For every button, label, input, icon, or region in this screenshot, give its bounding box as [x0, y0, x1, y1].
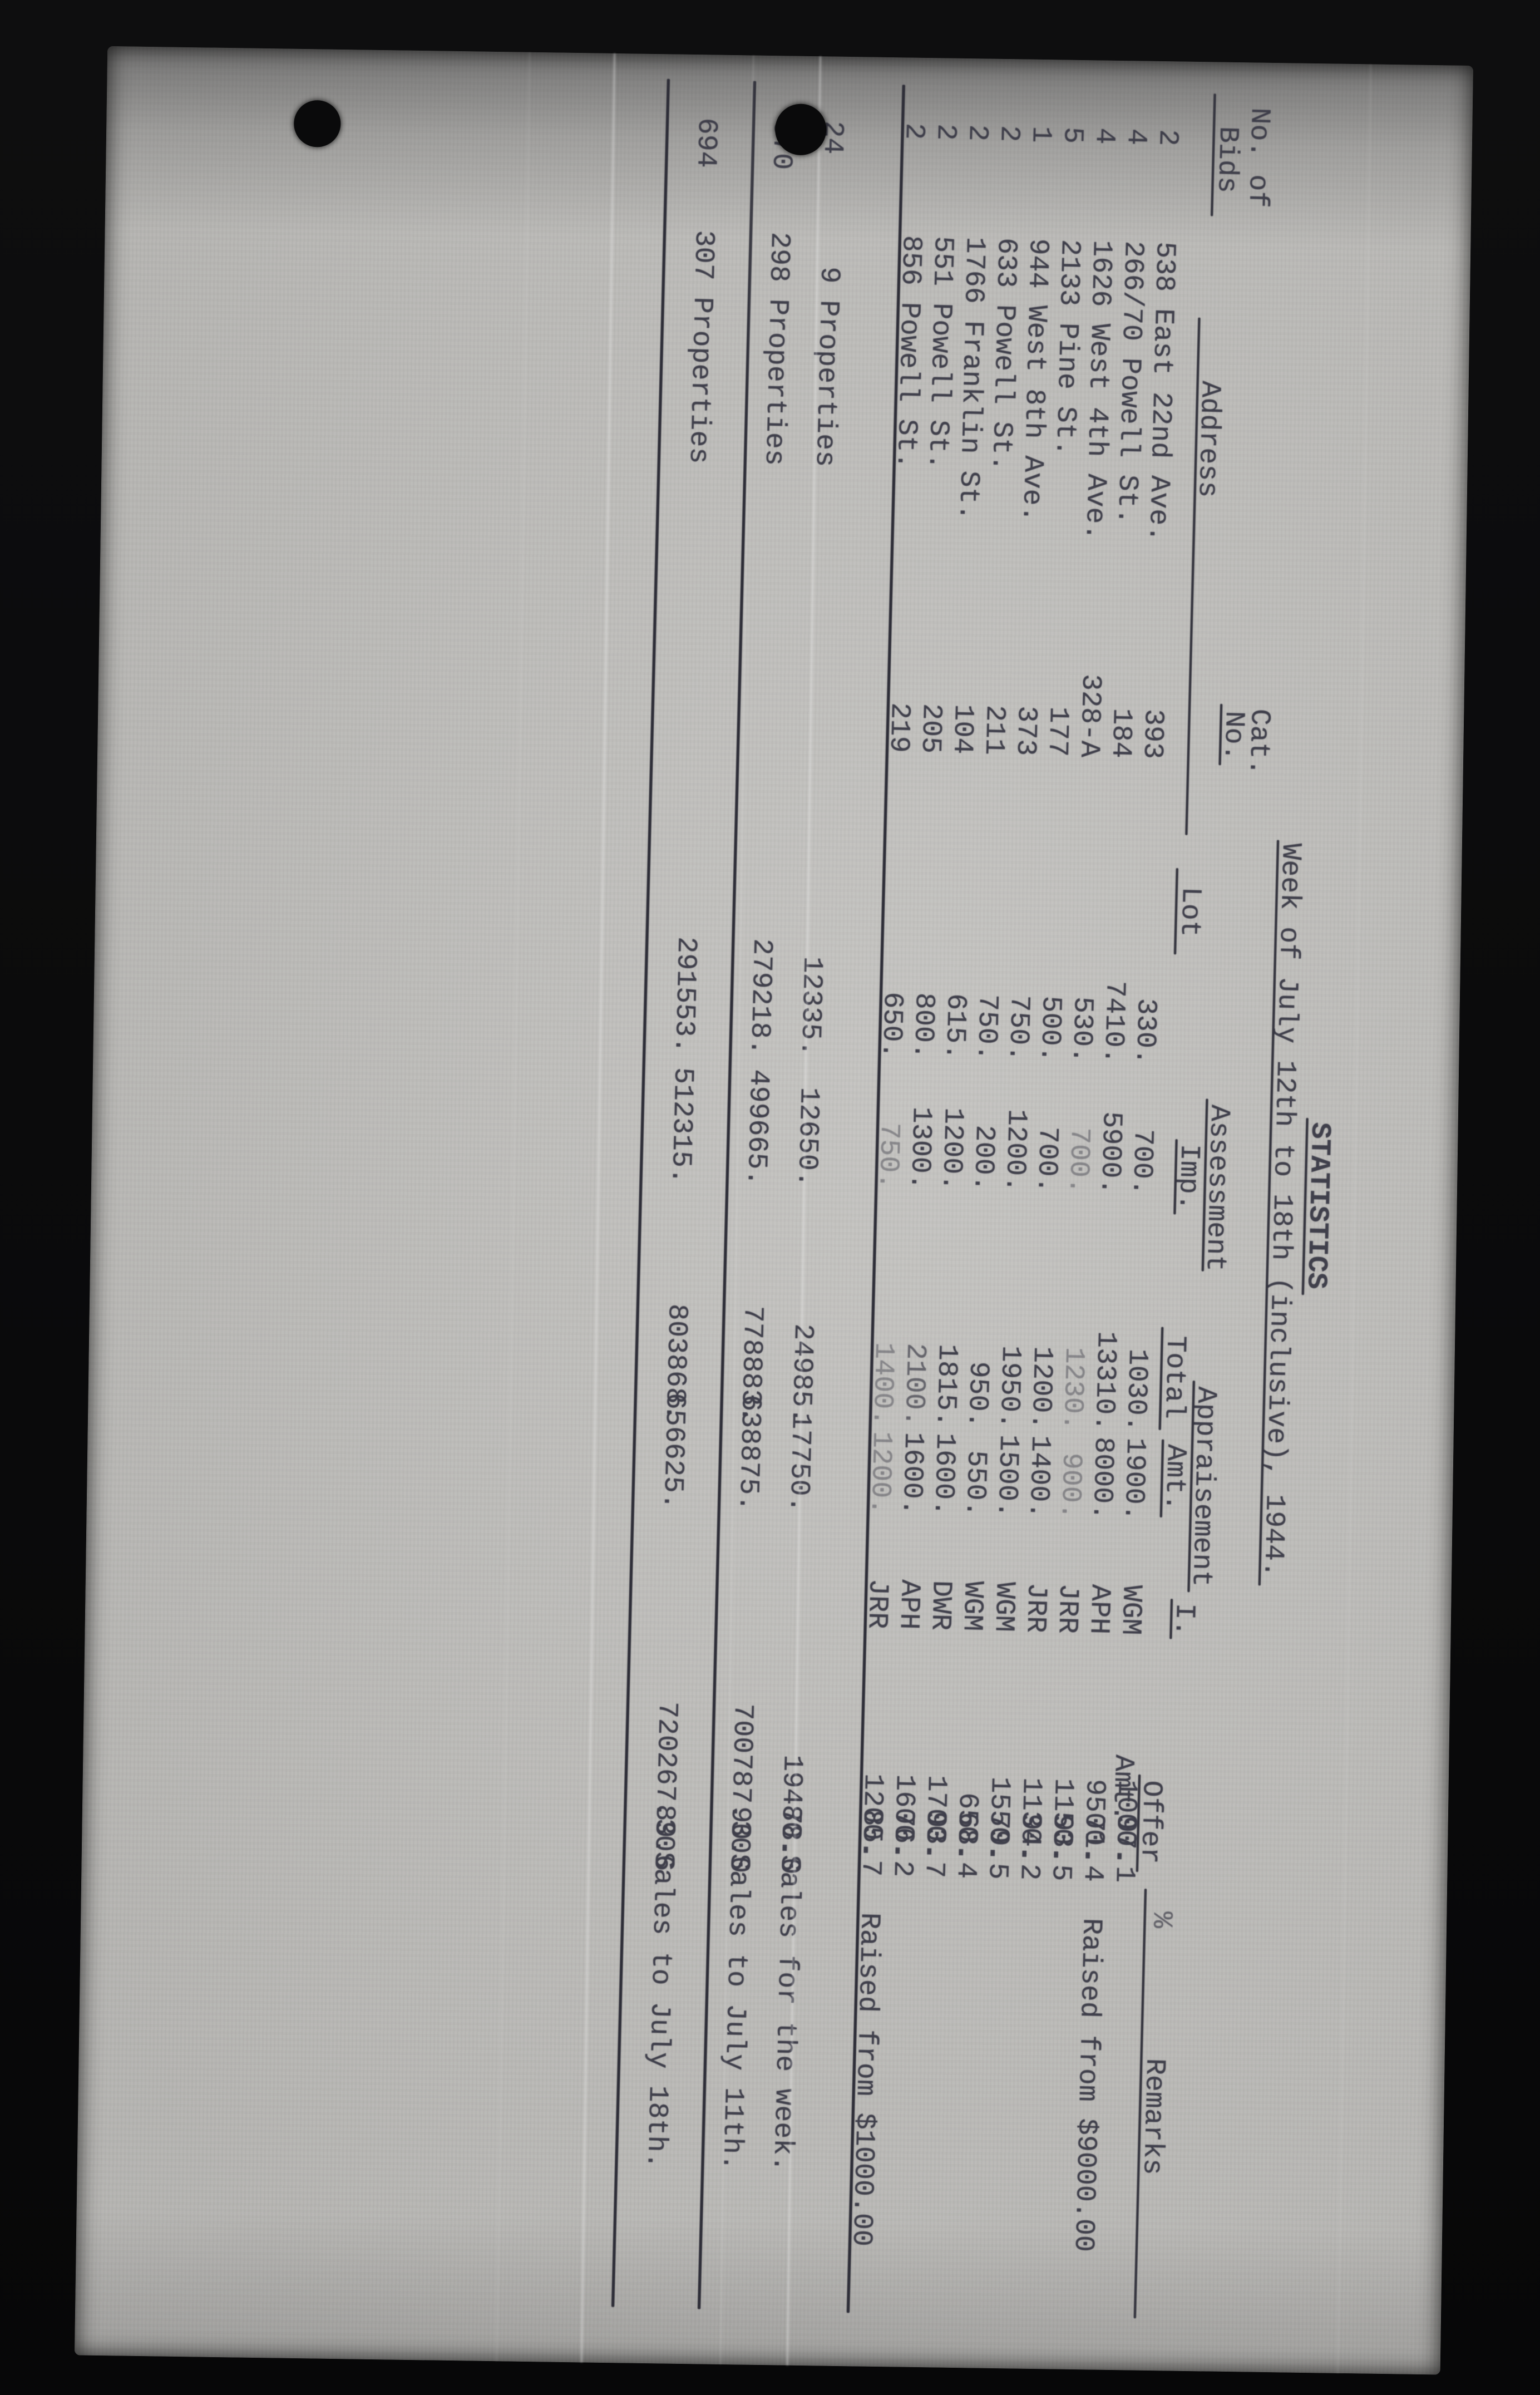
cell-bids: 4: [1088, 127, 1121, 145]
cell-lot-total: 279218.: [743, 938, 778, 1056]
header-percent: %: [1145, 1911, 1178, 1929]
cell-percent: 68.4: [949, 1811, 983, 1879]
cell-address: 538 East 22nd Ave.: [1141, 241, 1181, 543]
cell-initials: WGM: [1114, 1584, 1147, 1636]
page-subtitle: Week of July 12th to 18th (inclusive), 1…: [1256, 842, 1307, 1578]
cell-imp-total: 12650.: [790, 1087, 825, 1188]
cell-remarks-total: Sales to July 18th.: [639, 1851, 679, 2170]
cell-cat-no: 328-A: [1072, 673, 1107, 758]
cell-imp: 700.: [1030, 1126, 1064, 1194]
cell-address: 266/70 Powell St.: [1110, 240, 1149, 525]
cell-imp: 5900.: [1093, 1111, 1127, 1196]
cell-imp: 1200.: [998, 1108, 1032, 1193]
cell-imp: 1300.: [903, 1106, 937, 1191]
cell-lot: 7410.: [1097, 980, 1131, 1065]
cell-appraisement: 1600.: [926, 1432, 961, 1517]
header-address-underline: [1185, 317, 1201, 835]
scanned-page: STATISTICS Week of July 12th to 18th (in…: [74, 46, 1474, 2375]
typed-content: STATISTICS Week of July 12th to 18th (in…: [50, 32, 1473, 2374]
cell-lot: 800.: [906, 992, 940, 1060]
cell-appraisement: 1900.: [1117, 1437, 1151, 1522]
cell-initials: WGM: [987, 1581, 1020, 1633]
cell-initials: APH: [1082, 1584, 1115, 1635]
cell-imp-total: 499665.: [739, 1068, 774, 1187]
cell-address: 1766 Franklin St.: [951, 236, 991, 521]
cell-bids: 2: [993, 125, 1025, 142]
cell-cat-no: 373: [1009, 705, 1043, 756]
cell-lot: 615.: [938, 993, 972, 1061]
cell-appraisement-total: 638875.: [731, 1394, 766, 1512]
cell-cat-no: 393: [1136, 708, 1169, 760]
cell-lot: 750.: [1001, 994, 1035, 1062]
cell-percent: 71.4: [1076, 1815, 1110, 1883]
cell-percent: 79.5: [981, 1812, 1015, 1880]
cell-address: 1626 West 4th Ave.: [1078, 239, 1117, 541]
cell-properties: 307 Properties: [682, 229, 720, 465]
cell-lot: 750.: [970, 993, 1004, 1062]
cell-lot: 530.: [1065, 996, 1099, 1064]
cell-lot-total: 12335.: [793, 956, 828, 1057]
cell-lot: 330.: [1128, 998, 1162, 1066]
cell-bids: 4: [1119, 128, 1152, 146]
cell-percent: 76.2: [886, 1810, 920, 1878]
header-total: Total: [1157, 1335, 1191, 1420]
cell-bids: 5: [1056, 126, 1089, 144]
cell-cat-no: 104: [945, 703, 979, 755]
cell-address: 633 Powell St.: [984, 237, 1023, 472]
cell-lot-total: 291553.: [667, 936, 702, 1054]
cell-appraisement-total: 656625.: [655, 1392, 691, 1510]
cell-percent: 93.7: [917, 1811, 951, 1879]
cell-remarks-total: Sales to July 11th.: [715, 1853, 755, 2171]
cell-appraisement: 1400.: [1021, 1435, 1056, 1519]
cell-appraisement: 1600.: [895, 1431, 929, 1516]
cell-percent: 94.2: [1013, 1813, 1047, 1881]
cell-initials: JRR: [1050, 1583, 1084, 1634]
cell-bids: 1: [1024, 125, 1057, 144]
cell-bids: 2: [961, 124, 994, 142]
cell-bids: 2: [1151, 129, 1183, 147]
cell-initials: DWR: [924, 1580, 957, 1631]
cell-bids-total: 694: [689, 117, 723, 169]
cell-cat-no: 211: [977, 704, 1011, 756]
cell-address: 944 West 8th Ave.: [1015, 238, 1054, 523]
cell-percent: 93.5: [1044, 1814, 1078, 1882]
cell-lot: 500.: [1033, 995, 1067, 1063]
cell-initials: APH: [892, 1579, 925, 1630]
header-cat-line2: No.: [1216, 710, 1250, 762]
cell-appraisement: 1500.: [990, 1434, 1024, 1519]
cell-initials: WGM: [955, 1580, 989, 1632]
cell-imp: 1200.: [935, 1107, 969, 1191]
header-bids-line1: No. of: [1241, 107, 1275, 209]
cell-imp: 700.: [1125, 1128, 1159, 1196]
cell-cat-no: 205: [914, 703, 947, 754]
cell-remarks-total: Sales for the week.: [766, 1854, 806, 2172]
cell-properties: 298 Properties: [757, 231, 796, 466]
cell-bids: 2: [929, 123, 962, 141]
cell-imp-total: 512315.: [664, 1067, 699, 1185]
cell-remarks: Raised from $9000.00: [1067, 1918, 1107, 2253]
cell-address: 551 Powell St.: [921, 235, 959, 470]
cell-imp: 200.: [966, 1124, 1000, 1192]
cell-percent: 97.1: [1108, 1815, 1142, 1884]
header-initials: I.: [1167, 1603, 1200, 1637]
header-lot: Lot: [1173, 886, 1207, 938]
cell-appraisement: 8000.: [1085, 1436, 1119, 1521]
cell-address: 2133 Pine St.: [1048, 239, 1085, 457]
cell-initials: JRR: [1019, 1582, 1052, 1633]
cell-appraisement: 900.: [1053, 1452, 1087, 1520]
cell-appraisement: 550.: [958, 1450, 992, 1518]
cell-imp: 700.: [1062, 1127, 1095, 1195]
header-bids-line2: Bids: [1210, 126, 1244, 194]
cell-cat-no: 177: [1040, 706, 1074, 757]
cell-cat-no: 184: [1104, 707, 1137, 759]
